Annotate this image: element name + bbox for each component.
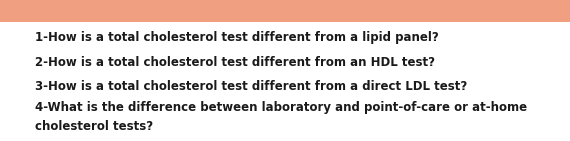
Text: 1-How is a total cholesterol test different from a lipid panel?: 1-How is a total cholesterol test differ…	[35, 31, 439, 45]
Text: 3-How is a total cholesterol test different from a direct LDL test?: 3-How is a total cholesterol test differ…	[35, 80, 467, 92]
Text: 4-What is the difference between laboratory and point-of-care or at-home: 4-What is the difference between laborat…	[35, 101, 527, 114]
Bar	[0, 0, 570, 22]
Bar	[0, 22, 570, 141]
Text: 2-How is a total cholesterol test different from an HDL test?: 2-How is a total cholesterol test differ…	[35, 56, 435, 69]
Text: cholesterol tests?: cholesterol tests?	[35, 120, 153, 133]
